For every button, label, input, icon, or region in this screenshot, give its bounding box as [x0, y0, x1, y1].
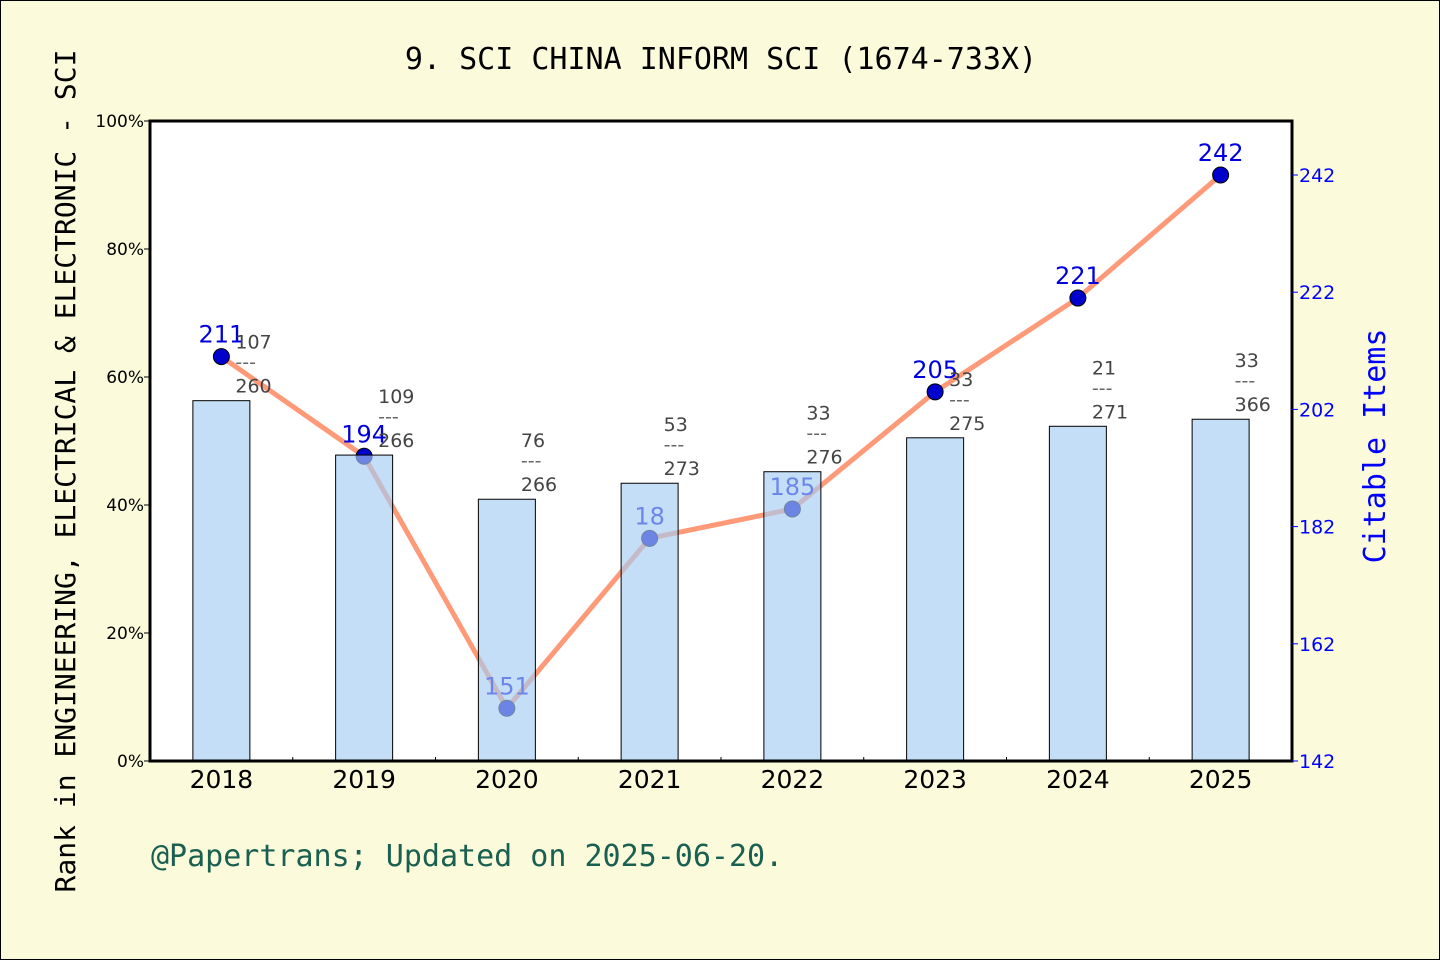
- x-tick-label: 2018: [190, 765, 254, 794]
- y2-axis-label: Citable Items: [1358, 329, 1393, 564]
- bar-2022: [763, 471, 822, 762]
- x-tick-label: 2021: [618, 765, 682, 794]
- x-tick-label: 2024: [1046, 765, 1110, 794]
- bar-rank-label-2023: 33: [949, 369, 973, 391]
- bar-total-label-2018: 260: [235, 376, 271, 398]
- line-label-2019: 194: [341, 420, 387, 448]
- bar-2018: [192, 400, 251, 762]
- line-point-2024: [1069, 289, 1087, 307]
- bar-separator-2020: ---: [521, 450, 542, 472]
- line-label-2024: 221: [1055, 262, 1101, 290]
- bar-2020: [477, 498, 536, 762]
- bar-separator-2022: ---: [806, 423, 827, 445]
- x-tick-label: 2023: [903, 765, 967, 794]
- bar-2019: [335, 454, 394, 762]
- y-axis-label: Rank in ENGINEERING, ELECTRICAL & ELECTR…: [49, 50, 82, 893]
- y2-tick-label: 202: [1299, 399, 1335, 421]
- y-tick-label: 60%: [106, 368, 144, 388]
- y2-tick-label: 222: [1299, 282, 1335, 304]
- bar-2021: [620, 482, 679, 762]
- y-tick-label: 40%: [106, 496, 144, 516]
- bar-rank-label-2020: 76: [521, 430, 545, 452]
- bar-rank-label-2019: 109: [378, 386, 414, 408]
- bar-rank-label-2025: 33: [1235, 350, 1259, 372]
- y-tick-label: 100%: [95, 112, 144, 132]
- bar-total-label-2022: 276: [806, 447, 842, 469]
- bar-separator-2021: ---: [664, 434, 685, 456]
- line-point-2018: [212, 348, 230, 366]
- bar-separator-2018: ---: [235, 352, 256, 374]
- x-tick-label: 2020: [475, 765, 539, 794]
- bar-rank-label-2024: 21: [1092, 357, 1116, 379]
- bar-separator-2019: ---: [378, 406, 399, 428]
- bar-2024: [1048, 425, 1107, 762]
- bar-rank-label-2021: 53: [664, 414, 688, 436]
- bar-2023: [906, 437, 965, 762]
- y2-tick-label: 242: [1299, 165, 1335, 187]
- bar-rank-label-2022: 33: [806, 403, 830, 425]
- line-label-2018: 211: [198, 321, 244, 349]
- y-tick-label: 20%: [106, 624, 144, 644]
- bar-total-label-2020: 266: [521, 474, 557, 496]
- line-label-2023: 205: [912, 356, 958, 384]
- line-point-2025: [1212, 166, 1230, 184]
- bar-total-label-2019: 266: [378, 430, 414, 452]
- footer-credit: @Papertrans; Updated on 2025-06-20.: [151, 839, 783, 874]
- y-tick-label: 0%: [117, 752, 144, 772]
- x-tick-label: 2022: [761, 765, 825, 794]
- bar-total-label-2021: 273: [664, 458, 700, 480]
- line-point-2023: [926, 383, 944, 401]
- plot-area: [150, 121, 1292, 761]
- y2-tick-label: 182: [1299, 517, 1335, 539]
- y2-tick-label: 142: [1299, 751, 1335, 773]
- bar-total-label-2025: 366: [1235, 394, 1271, 416]
- y2-tick-label: 162: [1299, 634, 1335, 656]
- bar-2025: [1191, 418, 1250, 762]
- bar-separator-2023: ---: [949, 389, 970, 411]
- bar-total-label-2023: 275: [949, 413, 985, 435]
- x-tick-label: 2019: [332, 765, 396, 794]
- bar-total-label-2024: 271: [1092, 401, 1128, 423]
- bar-rank-label-2018: 107: [235, 332, 271, 354]
- y-tick-label: 80%: [106, 240, 144, 260]
- bar-separator-2024: ---: [1092, 377, 1113, 399]
- line-label-2025: 242: [1198, 139, 1244, 167]
- bar-separator-2025: ---: [1235, 370, 1256, 392]
- x-tick-label: 2025: [1189, 765, 1253, 794]
- chart-title: 9. SCI CHINA INFORM SCI (1674-733X): [405, 42, 1037, 77]
